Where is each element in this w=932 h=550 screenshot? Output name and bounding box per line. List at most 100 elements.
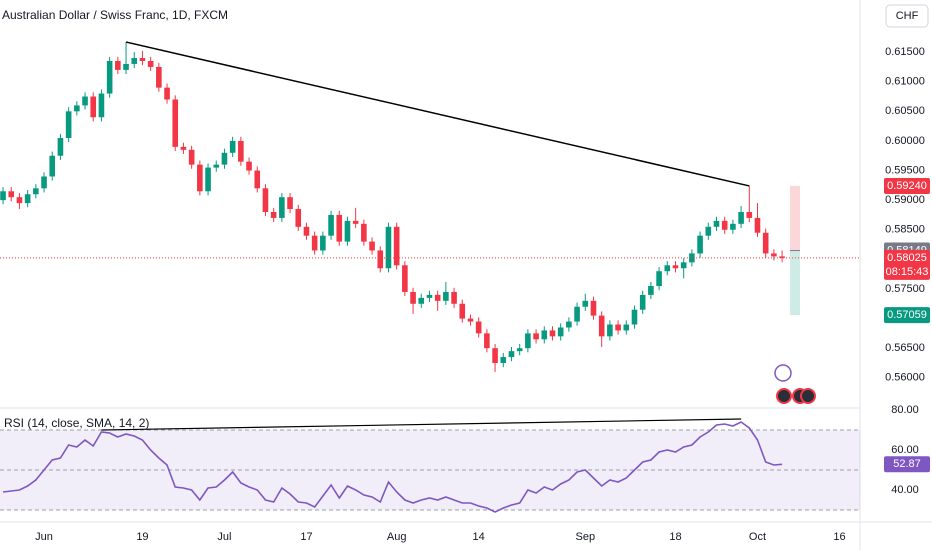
- candle-body: [738, 211, 744, 224]
- candle-body: [574, 306, 580, 322]
- x-tick-label: Oct: [749, 531, 766, 543]
- y-tick-label: 0.56000: [885, 372, 925, 384]
- candle-body: [115, 60, 121, 70]
- currency-label: CHF: [896, 10, 919, 22]
- x-tick-label: Jul: [217, 531, 231, 543]
- candle-body: [344, 220, 351, 242]
- candle-body: [270, 211, 277, 218]
- level-label-bg: [884, 177, 930, 194]
- candle-body: [180, 146, 187, 150]
- candle-body: [689, 253, 695, 263]
- candle-body: [410, 291, 416, 304]
- candle-body: [303, 226, 310, 236]
- candle-body: [320, 235, 326, 251]
- last-price-label-bg: [884, 249, 930, 280]
- target-zone: [790, 250, 800, 316]
- candle-body: [361, 223, 367, 242]
- candle-body: [369, 241, 375, 251]
- candle-body: [590, 300, 597, 316]
- candle-body: [147, 60, 154, 67]
- candle-body: [418, 297, 425, 304]
- candle-body: [24, 194, 31, 204]
- rsi-value-label: 52.87: [893, 458, 921, 470]
- x-tick-label: 14: [473, 531, 485, 543]
- news-icon[interactable]: [800, 388, 816, 404]
- candle-body: [754, 217, 761, 233]
- y-tick-label: 40.00: [891, 484, 919, 496]
- rsi-line: [2, 421, 783, 513]
- candle-body: [385, 226, 392, 269]
- candle-body: [623, 324, 630, 331]
- candle-body: [311, 235, 318, 251]
- candle-body: [98, 93, 105, 118]
- candle-body: [8, 191, 15, 198]
- x-tick-label: Sep: [575, 531, 595, 543]
- candle-body: [49, 155, 56, 177]
- candle-body: [279, 197, 285, 218]
- currency-button[interactable]: [885, 4, 929, 28]
- y-tick-label: 0.60000: [885, 135, 925, 147]
- trendline: [125, 41, 750, 187]
- y-tick-label: 0.60500: [885, 105, 925, 117]
- news-icon[interactable]: [776, 388, 792, 404]
- candle-body: [188, 149, 195, 165]
- candle-body: [0, 191, 6, 201]
- candle-body: [697, 235, 703, 254]
- y-tick-label: 80.00: [891, 404, 919, 416]
- candle-body: [475, 321, 482, 334]
- candle-body: [746, 211, 753, 218]
- candle-body: [123, 63, 129, 70]
- candle-body: [254, 170, 261, 189]
- y-tick-label: 0.61000: [885, 76, 925, 88]
- candle-body: [229, 140, 236, 153]
- y-tick-label: 0.59500: [885, 164, 925, 176]
- candle-body: [484, 333, 490, 349]
- candle-body: [721, 220, 728, 230]
- candle-body: [672, 265, 679, 269]
- candle-body: [656, 271, 662, 287]
- chart-title: Australian Dollar / Swiss Franc, 1D, FXC…: [2, 8, 228, 22]
- candle-body: [713, 220, 720, 227]
- candle-body: [615, 324, 621, 331]
- candle-body: [197, 164, 203, 192]
- candle-body: [65, 111, 72, 138]
- candle-body: [631, 309, 638, 325]
- candle-body: [393, 226, 400, 266]
- candle-body: [213, 164, 220, 168]
- y-tick-label: 60.00: [891, 444, 919, 456]
- candle-body: [205, 167, 211, 192]
- candle-body: [221, 152, 228, 165]
- x-tick-label: 19: [136, 531, 148, 543]
- y-tick-label: 0.61500: [885, 46, 925, 58]
- candle-body: [262, 188, 269, 212]
- level-label: 0.57059: [887, 309, 927, 321]
- candle-body: [156, 66, 162, 88]
- candle-body: [533, 333, 539, 340]
- candle-body: [33, 188, 39, 195]
- x-tick-label: Aug: [387, 531, 407, 543]
- candle-body: [139, 58, 146, 61]
- candle-body: [459, 303, 466, 319]
- candle-body: [451, 291, 457, 304]
- candle-body: [664, 265, 671, 272]
- candle-body: [106, 60, 113, 94]
- candle-body: [566, 321, 572, 328]
- event-icon[interactable]: [774, 364, 792, 382]
- x-tick-label: 16: [833, 531, 845, 543]
- x-tick-label: 18: [669, 531, 681, 543]
- candle-body: [549, 330, 556, 337]
- candle-body: [639, 294, 646, 310]
- candle-body: [172, 99, 179, 147]
- candle-body: [680, 262, 687, 269]
- candle-body: [771, 253, 777, 257]
- candle-body: [238, 140, 244, 162]
- candle-body: [443, 291, 449, 301]
- level-label-bg: [884, 307, 930, 324]
- candle-body: [648, 286, 654, 295]
- candle-body: [598, 315, 605, 337]
- candle-body: [730, 223, 736, 230]
- last-price-label: 0.58025: [887, 252, 927, 264]
- y-tick-label: 0.59000: [885, 194, 925, 206]
- candle-body: [336, 214, 343, 242]
